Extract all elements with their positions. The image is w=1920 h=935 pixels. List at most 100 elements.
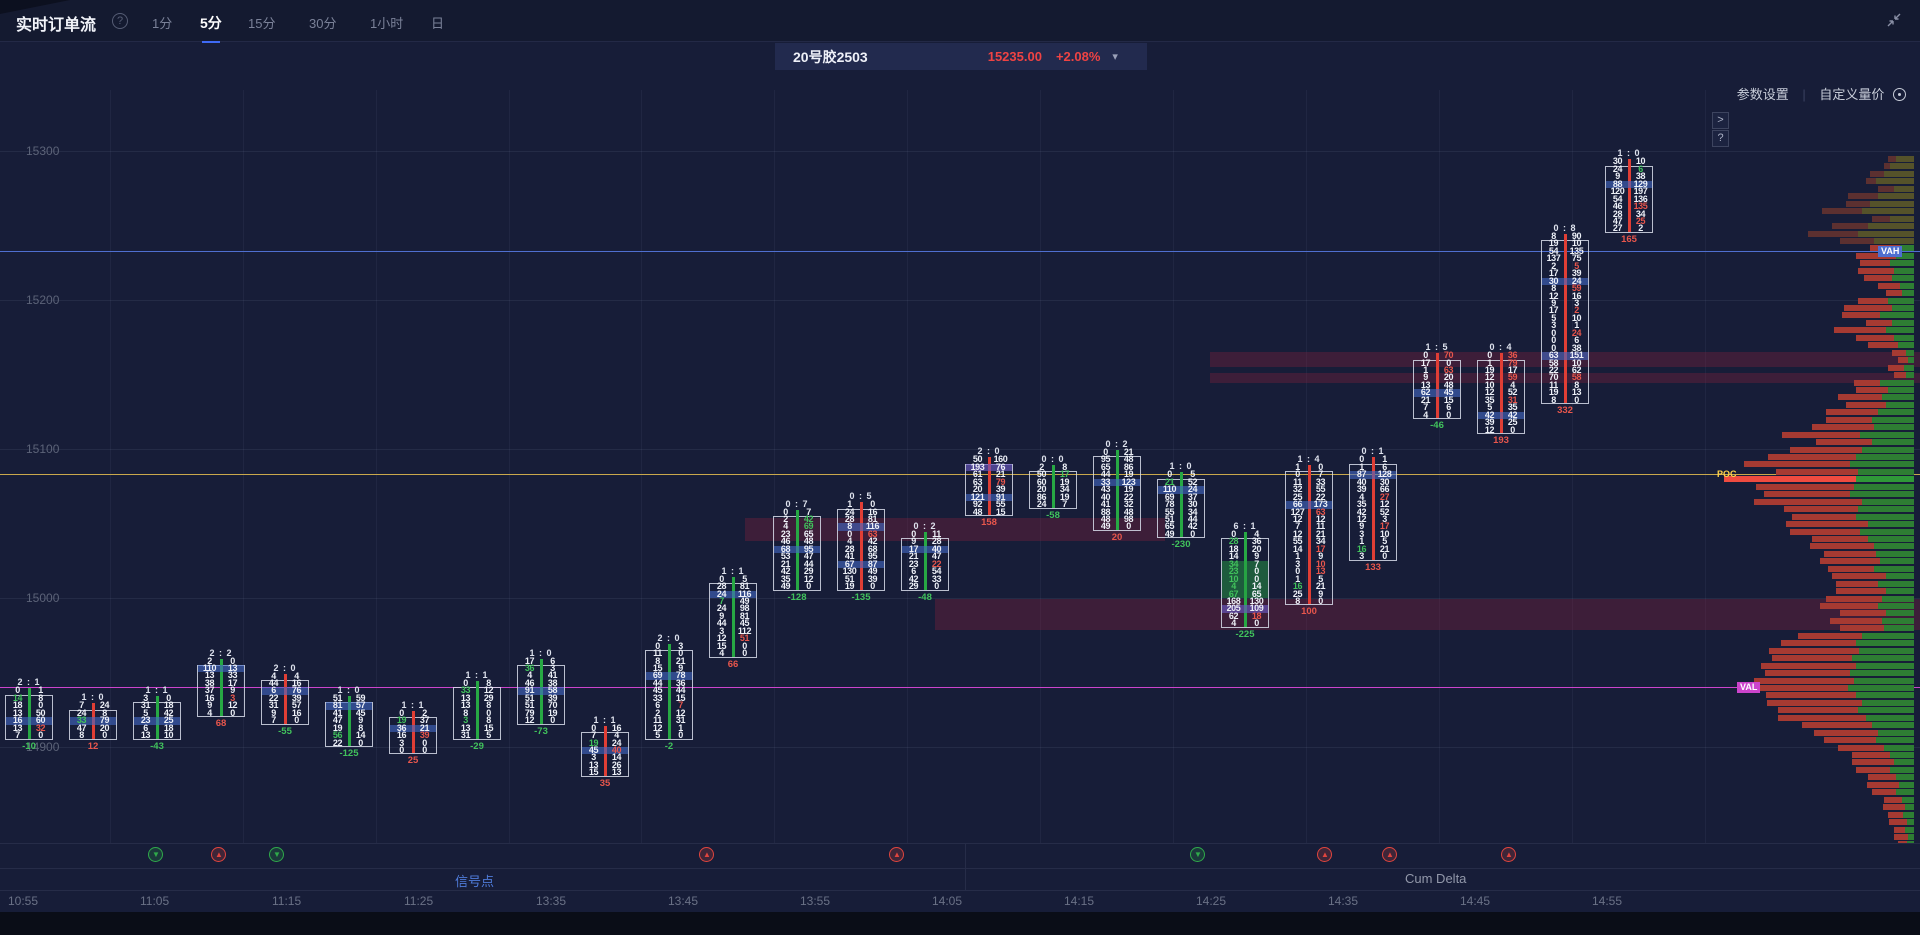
expand-panel-button[interactable]: >	[1712, 112, 1729, 129]
bid-ask-row: 31 5	[460, 730, 491, 741]
footprint-bar[interactable]: 1 : 1 0 16 7 4 19 24 45 40 3 14 13 26 15 13 35	[581, 715, 629, 789]
footprint-bar[interactable]: 2 : 0 50 160 193 76 61 21 63 79 20 39 121 91 92 55 48 15…	[965, 446, 1013, 528]
time-axis-label: 13:35	[536, 894, 567, 908]
volume-profile-row	[1892, 349, 1914, 356]
volume-profile-row	[1867, 781, 1914, 788]
footprint-bar[interactable]: 1 : 1 3 0 31 18 5 42 23 25 6 18 13 10 -43	[133, 685, 181, 752]
footprint-bar[interactable]: 1 : 1 0 5 28 81 24 116 7 49 24 98 9 81 44 45 3 112 12 51 15…	[709, 566, 757, 670]
volume-profile-row	[1888, 364, 1914, 371]
bid-ask-row: 127 63	[1290, 506, 1326, 517]
volume-profile-row	[1754, 677, 1914, 684]
volume-profile-row	[1866, 319, 1914, 326]
panel-help-button[interactable]: ?	[1712, 130, 1729, 147]
instrument-price: 15235.00	[987, 49, 1042, 64]
bar-delta: 20	[1111, 531, 1123, 543]
footprint-bar[interactable]: 2 : 0 4 4 44 16 6 76 22 39 31 57 9 16 7 0 -55	[261, 663, 309, 737]
footprint-bar[interactable]: 0 : 4 0 36 1 79 19 17 12 59 10 4 12 52 35 31 5 35 42 42 39 2…	[1477, 342, 1525, 446]
bid-ask-row: 33 79	[70, 715, 116, 725]
bar-delta: -230	[1171, 539, 1191, 551]
footprint-bar[interactable]: 0 : 2 0 21 95 48 65 86 44 19 33 123 43 19 40 22 41 32 88 4…	[1093, 439, 1141, 543]
footprint-bar[interactable]: 1 : 0 51 59 81 57 41 45 47 9 19 8 56 14 22 0 -125	[325, 685, 373, 759]
tab-timeframe-30分[interactable]: 30分	[309, 16, 337, 31]
footprint-bar[interactable]: 6 : 1 0 4 28 36 18 20 14 9 34 7 23 0 10 0 4 14 67 65 168 130…	[1221, 521, 1269, 640]
collapse-icon[interactable]	[1886, 12, 1902, 28]
custom-volume-price-button[interactable]: 自定义量价	[1819, 87, 1885, 102]
instrument-selector[interactable]: 20号胶2503 15235.00 +2.08% ▾	[775, 43, 1147, 70]
footprint-bar[interactable]: 1 : 1 0 8 33 12 13 29 13 8 8 0 3 8 13 15 31 5 -29	[453, 670, 501, 752]
bid-ask-row: 92 55	[972, 499, 1006, 510]
instrument-name: 20号胶2503	[793, 48, 868, 65]
footprint-bar[interactable]: 0 : 1 0 1 1 6 87 128 40 30 39 66 4 27 35 12 42 52 12 3 9 17 3…	[1349, 446, 1397, 573]
vertical-gridline	[774, 90, 775, 843]
tab-timeframe-15分[interactable]: 15分	[248, 16, 276, 31]
volume-profile-row	[1894, 833, 1914, 840]
help-icon[interactable]: ?	[112, 13, 128, 29]
time-axis-label: 14:45	[1460, 894, 1491, 908]
bar-bid-ask-header: 1 : 1	[593, 714, 617, 725]
candle-body	[667, 643, 671, 739]
footprint-bar[interactable]: 1 : 1 0 2 19 37 36 21 16 39 3 0 0 0 25	[389, 700, 437, 766]
vertical-gridline	[110, 90, 111, 843]
footprint-bar[interactable]: 0 : 5 1 0 24 16 28 81 8 116 0 63 4 42 28 68 41 95 67 87 130…	[837, 491, 885, 603]
footprint-bar[interactable]: 1 : 5 0 70 17 0 1 63 9 20 13 48 62 45 21 15 7 6 4 0 -46	[1413, 342, 1461, 431]
bid-ask-row: 6 76	[262, 686, 308, 695]
bar-bid-ask-header: 0 : 2	[913, 520, 937, 531]
tab-timeframe-5分[interactable]: 5分	[200, 15, 222, 43]
bar-bid-ask-header: 1 : 1	[465, 669, 489, 680]
horizontal-gridline	[0, 747, 1920, 748]
bid-ask-row: 41 32	[1100, 499, 1134, 510]
footprint-bar[interactable]: 1 : 4 1 0 0 7 11 33 32 55 25 22 66 173 127 63 12 12 7 11 12…	[1285, 454, 1333, 617]
volume-profile-row	[1852, 759, 1914, 766]
footprint-bar[interactable]: 1 : 0 7 24 24 8 33 79 47 20 8 0 12	[69, 692, 117, 752]
bid-ask-row: 12 51	[716, 633, 750, 644]
bar-delta: 158	[981, 517, 997, 529]
footprint-bar[interactable]: 0 : 7 0 7 2 42 4 69 23 65 46 48 68 95 53 47 21 44 42 29 35 1…	[773, 499, 821, 603]
bar-delta: 165	[1621, 233, 1637, 245]
bid-ask-row: 19 24	[588, 737, 622, 748]
tab-timeframe-1小时[interactable]: 1小时	[370, 16, 404, 31]
footprint-bar[interactable]: 1 : 0 0 5 21 52 110 24 69 37 78 30 55 34 51 44 65 42 49 0-…	[1157, 461, 1205, 550]
footprint-bar[interactable]: 0 : 8 8 90 19 10 54 135 137 75 2 5 17 39 30 24 8 59 12 16 9…	[1541, 223, 1589, 416]
footprint-bar[interactable]: 2 : 0 0 3 11 0 8 21 15 9 69 78 44 36 45 44 33 15 6 7 2 12 11 3…	[645, 633, 693, 752]
footprint-bar[interactable]: 0 : 0 2 8 50 17 60 19 20 34 86 19 24 7 -58	[1029, 454, 1077, 521]
bid-ask-row: 4 69	[783, 521, 814, 532]
bid-ask-row: 43 19	[1100, 484, 1134, 495]
price-axis-label: 15200	[26, 293, 60, 307]
volume-profile-row	[1810, 543, 1914, 550]
footprint-bar[interactable]: 0 : 2 0 11 9 28 17 40 21 47 23 22 6 54 42 33 29 0 -48	[901, 521, 949, 603]
bar-bid-ask-header: 0 : 1	[1361, 446, 1385, 457]
bid-ask-row: 44 19	[1100, 469, 1134, 480]
bid-ask-row: 7 11	[1295, 521, 1325, 532]
bid-ask-row: 47 20	[76, 722, 110, 733]
bar-delta: 193	[1493, 435, 1509, 447]
bid-ask-row: 13 50	[12, 707, 46, 718]
bid-ask-row: 12 52	[1484, 387, 1518, 398]
bar-bid-ask-header: 2 : 0	[657, 632, 681, 643]
tab-timeframe-1分[interactable]: 1分	[152, 16, 173, 31]
bid-ask-row: 12 12	[1292, 514, 1326, 525]
footprint-bar[interactable]: 2 : 1 0 1 14 8 18 0 13 50 16 60 13 32 7 0 -10	[5, 677, 53, 752]
footprint-bar[interactable]: 1 : 0 30 10 24 6 9 38 88 129 120 197 54 136 46 135 28 34…	[1605, 148, 1653, 245]
bid-ask-row: 137 75	[1546, 253, 1582, 264]
bid-ask-row: 34 7	[1222, 559, 1268, 569]
footprint-bar[interactable]: 1 : 0 17 6 36 3 4 41 46 38 91 58 51 39 51 70 79 19 12 0 -73	[517, 648, 565, 737]
bar-delta: 332	[1557, 405, 1573, 417]
candle-body	[1563, 233, 1567, 404]
page-title: 实时订单流	[16, 17, 97, 34]
tab-timeframe-日[interactable]: 日	[431, 16, 445, 31]
footprint-bar[interactable]: 2 : 2 2 0 110 13 13 33 38 17 37 9 16 3 9 12 4 0 68	[197, 648, 245, 729]
bid-ask-row: 0 11	[911, 528, 941, 539]
bid-ask-row: 15 9	[652, 663, 683, 674]
horizontal-gridline	[0, 300, 1920, 301]
volume-profile-row	[1884, 796, 1914, 803]
bid-ask-row: 9 17	[1359, 521, 1390, 532]
param-settings-button[interactable]: 参数设置	[1736, 87, 1789, 102]
